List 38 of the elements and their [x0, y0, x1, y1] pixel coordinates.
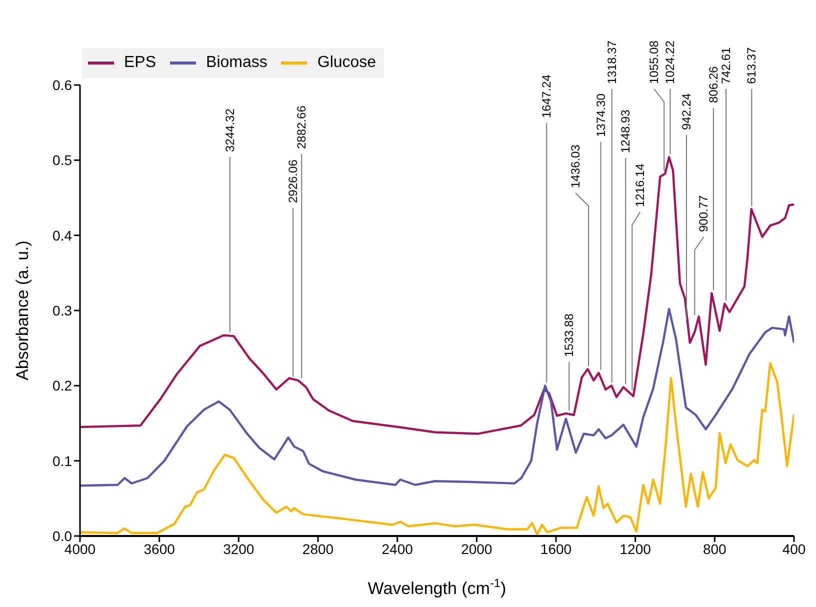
x-tick-label: 400	[782, 540, 806, 557]
legend-label: Glucose	[316, 53, 376, 73]
annotation: 1248.93	[618, 109, 633, 153]
annotation: 1216.14	[633, 163, 648, 207]
y-tick-label: 0.3	[52, 302, 72, 318]
annotation: 2926.06	[286, 159, 300, 203]
x-tick-label: 800	[702, 540, 727, 557]
x-tick-label: 1600	[540, 540, 572, 557]
y-axis-title: Absorbance (a. u.)	[12, 240, 32, 380]
y-tick-label: 0.4	[52, 227, 72, 244]
legend-label: Biomass	[205, 53, 268, 73]
annotation: 1374.30	[594, 93, 608, 137]
annotation: 942.24	[679, 92, 694, 130]
annotation: 613.37	[744, 46, 759, 84]
annotation: 900.77	[696, 194, 711, 232]
y-tick-label: 0.5	[52, 152, 72, 168]
x-axis-title: Wavelength (cm$^{-1}$)	[368, 576, 506, 598]
annotation: 1647.24	[540, 74, 554, 118]
annotation: 1055.08	[647, 40, 662, 84]
line-series	[80, 308, 794, 487]
annotation: 1533.88	[562, 313, 576, 357]
y-tick-label: 0.6	[52, 76, 72, 93]
x-tick-label: 2000	[461, 540, 492, 557]
x-tick-label: 2800	[302, 540, 334, 557]
legend-label: EPS	[123, 53, 156, 73]
annotation: 1318.37	[604, 40, 619, 84]
annotation: 1024.22	[663, 40, 678, 84]
annotation: 1436.03	[568, 144, 583, 188]
annotation: 806.26	[706, 66, 720, 103]
x-tick-label: 3600	[144, 540, 176, 557]
x-tick-label: 3200	[223, 540, 254, 557]
annotation: 3244.32	[222, 108, 237, 152]
annotation: 2882.66	[294, 105, 309, 149]
annotation: 742.61	[719, 46, 734, 84]
y-tick-label: 0.2	[52, 378, 72, 394]
x-tick-label: 2400	[382, 540, 414, 557]
y-tick-label: 0.1	[52, 452, 72, 469]
x-tick-label: 1200	[620, 540, 652, 557]
